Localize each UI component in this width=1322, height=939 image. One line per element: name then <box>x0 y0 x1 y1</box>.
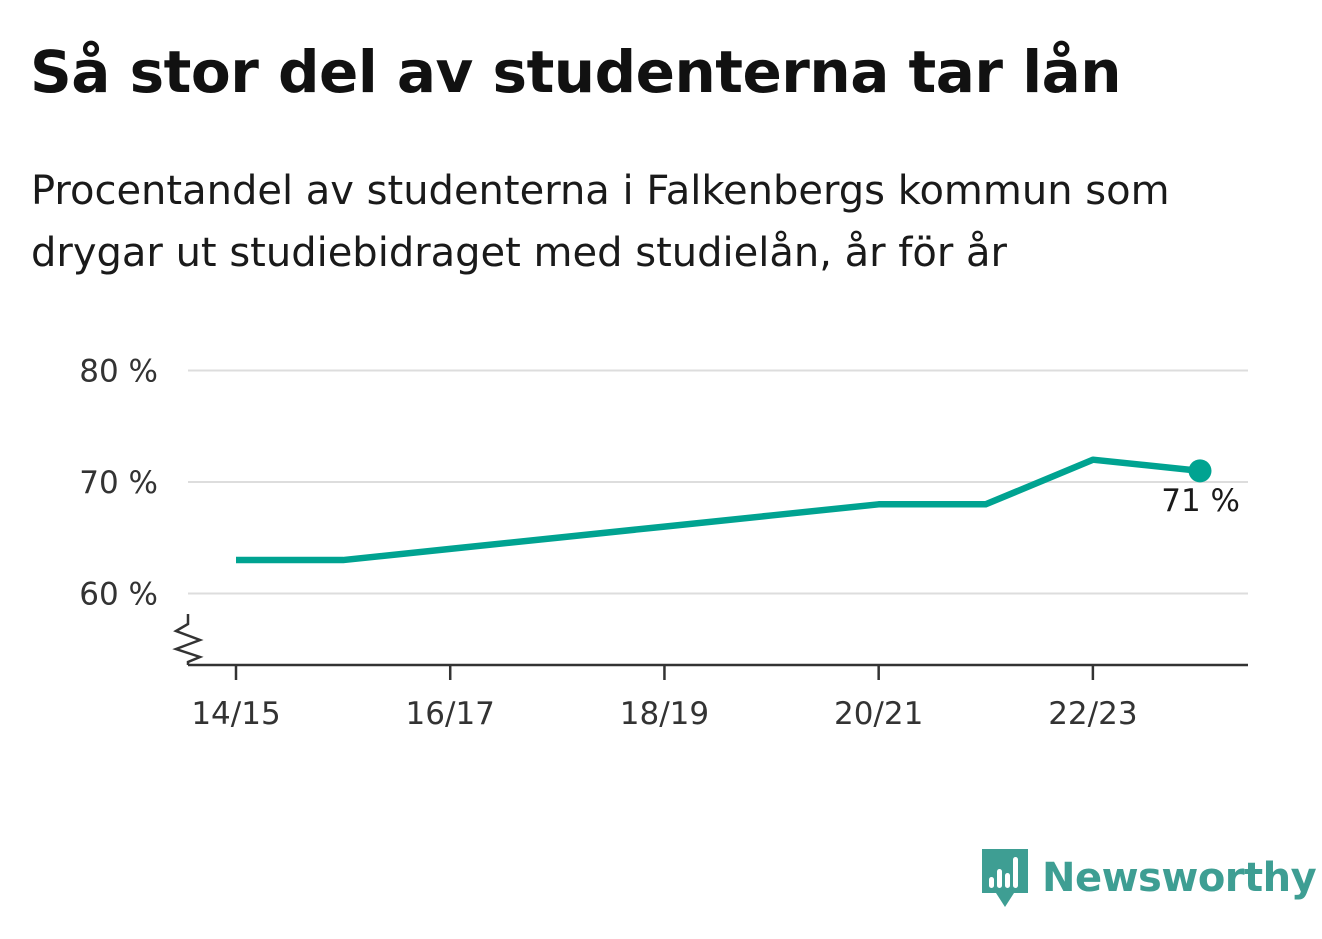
chart-subtitle: Procentandel av studenterna i Falkenberg… <box>31 160 1291 284</box>
y-tick-label: 60 % <box>79 577 158 613</box>
subtitle-line-2: drygar ut studiebidraget med studielån, … <box>31 230 1007 276</box>
y-tick-label: 70 % <box>79 465 158 501</box>
x-tick-label: 16/17 <box>406 696 495 732</box>
x-tick-label: 18/19 <box>620 696 709 732</box>
axis-break-icon <box>172 614 204 665</box>
y-tick-label: 80 % <box>79 354 158 390</box>
x-tick-label: 20/21 <box>834 696 923 732</box>
subtitle-line-1: Procentandel av studenterna i Falkenberg… <box>31 168 1170 214</box>
bar-chart-speech-bubble-icon <box>982 849 1028 907</box>
end-point <box>1188 459 1212 483</box>
x-tick-label: 14/15 <box>191 696 280 732</box>
brand-name: Newsworthy <box>1042 855 1317 901</box>
series-line <box>236 456 1201 564</box>
x-tick-label: 22/23 <box>1048 696 1137 732</box>
chart-title: Så stor del av studenterna tar lån <box>30 38 1122 106</box>
end-value-label: 71 % <box>1161 483 1240 519</box>
brand-logo: Newsworthy <box>980 846 1317 910</box>
